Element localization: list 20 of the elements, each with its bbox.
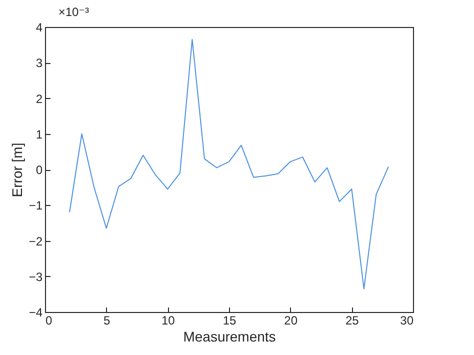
y-tick-label: 0 — [36, 163, 43, 177]
x-tick-label: 5 — [103, 314, 110, 328]
x-tick-label: 15 — [222, 314, 236, 328]
x-tick-label: 0 — [46, 314, 52, 328]
y-axis-title: Error [m] — [8, 142, 25, 198]
x-axis-title: Measurements — [183, 328, 276, 344]
x-tick-label: 20 — [284, 314, 298, 328]
text: ×10⁻³ — [58, 5, 90, 19]
y-tick-label: 2 — [36, 92, 43, 106]
y-tick-label: −1 — [28, 198, 43, 213]
y-tick-label: −4 — [28, 306, 43, 320]
y-tick-label: −2 — [28, 234, 43, 248]
x-tick-label: 10 — [161, 314, 176, 328]
y-tick-label: 3 — [36, 56, 43, 70]
line-series — [69, 38, 389, 290]
y-tick-label: −3 — [28, 270, 43, 284]
x-tick-label: 25 — [345, 314, 360, 328]
y-tick-label: 4 — [36, 20, 43, 34]
x-tick-label: 30 — [400, 314, 414, 328]
y-tick-label: 1 — [36, 127, 43, 142]
